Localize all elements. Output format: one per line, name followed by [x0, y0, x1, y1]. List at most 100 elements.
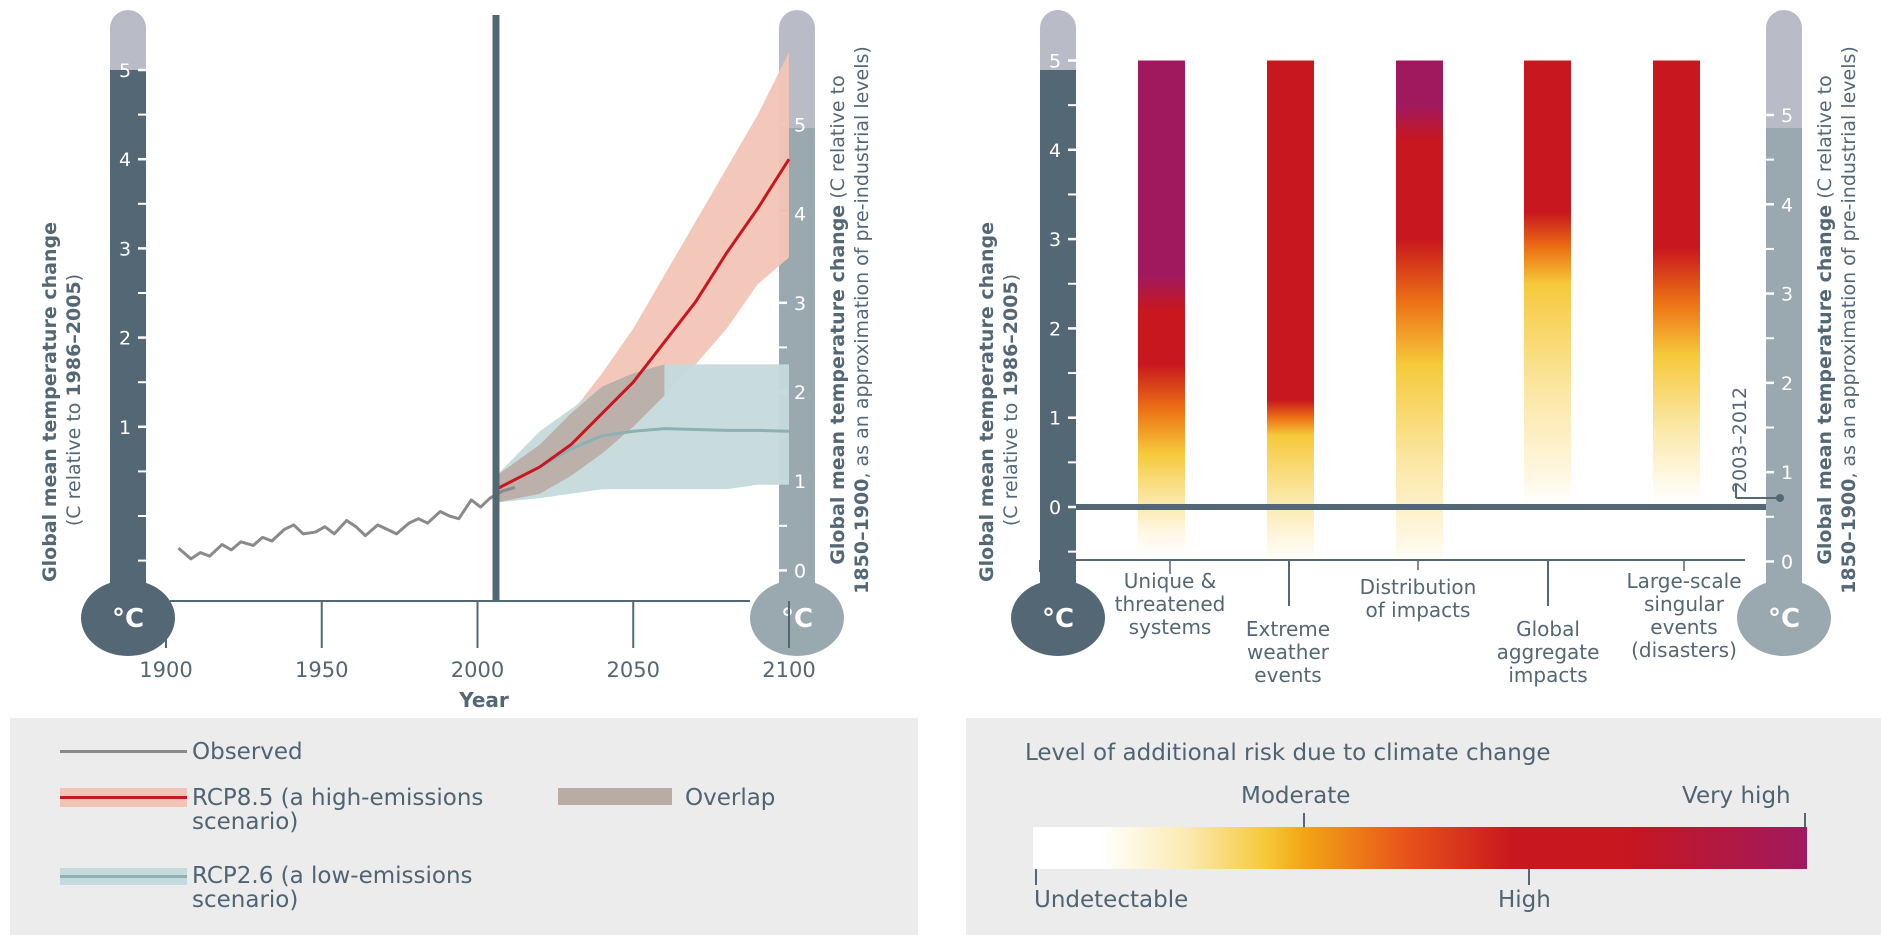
legend-observed: Observed [192, 739, 303, 765]
risk-column-3 [1396, 60, 1443, 566]
risk-left-thermometer-tick-label: 4 [1049, 140, 1061, 162]
right-thermometer-tick-label: 1 [794, 471, 806, 493]
risk-left-thermometer-unit-icon: °C [1042, 604, 1074, 634]
risk-right-y-label-line1-part: Global mean temperature change [1814, 205, 1836, 565]
left-thermometer-tick-label: 3 [119, 238, 131, 260]
left-y-label-line2-part: ) [63, 274, 85, 281]
risk-right-y-label-line2-part: 1850–1900 [1838, 479, 1860, 594]
rcp26-line [495, 427, 790, 491]
category-label-5: events [1650, 615, 1717, 639]
risk-legend-undetectable: Undetectable [1034, 887, 1189, 913]
left-y-label-line2: (C relative to 1986–2005) [63, 274, 85, 526]
legend-overlap: Overlap [685, 785, 776, 811]
risk-right-thermometer-body [1766, 128, 1802, 600]
category-label-4: aggregate [1497, 640, 1600, 664]
risk-right-y-label-line1: Global mean temperature change (C relati… [1814, 75, 1836, 564]
category-label-1: Unique & [1124, 569, 1217, 593]
risk-legend-title: Level of additional risk due to climate … [1025, 740, 1551, 766]
temperature-projection-plot [177, 15, 791, 602]
moderate-tick [1303, 813, 1305, 827]
risk-left-y-label-line2-part: (C relative to [1000, 397, 1022, 527]
risk-legend-panel: Level of additional risk due to climate … [966, 718, 1881, 935]
risk-right-thermometer-cap [1766, 10, 1802, 148]
category-label-5: singular [1644, 592, 1725, 616]
undetectable-tick [1035, 869, 1037, 885]
risk-column-5 [1653, 60, 1700, 503]
risk-column-4 [1524, 60, 1571, 503]
right-thermometer-tick-label: 2 [794, 382, 806, 404]
left-y-label-line2-part: 1986–2005 [63, 281, 85, 396]
overlap-swatch [558, 788, 672, 805]
left-thermometer-tick-label: 2 [119, 328, 131, 350]
rcp85-line [495, 158, 791, 491]
x-axis-label: Year [458, 688, 509, 712]
risk-left-thermometer-bulb [1011, 580, 1105, 656]
risk-left-y-label-line2: (C relative to 1986–2005) [1000, 274, 1022, 526]
period-label: 2003–2012 [1729, 387, 1751, 493]
x-tick-label: 1950 [295, 658, 348, 682]
note-marker [1776, 494, 1784, 502]
right-thermometer-tick-label: 3 [794, 293, 806, 315]
left-y-label-line1: Global mean temperature change [39, 222, 61, 582]
category-label-4: Global [1516, 617, 1580, 641]
risk-right-thermometer-tick-label: 2 [1781, 373, 1793, 395]
left-thermometer-tick-label: 1 [119, 417, 131, 439]
observed-swatch [60, 750, 187, 753]
left-thermometer-tick-label: 5 [119, 60, 131, 82]
risk-right-thermometer-tick-label: 1 [1781, 462, 1793, 484]
category-label-5: (disasters) [1631, 638, 1737, 662]
right-y-label-line2: 1850–1900, as an approximation of pre-in… [851, 46, 873, 594]
category-label-2: events [1254, 663, 1321, 687]
right-y-label-line1: Global mean temperature change (C relati… [827, 75, 849, 564]
category-label-4: impacts [1508, 663, 1587, 687]
risk-left-thermometer-tick-label: 5 [1049, 51, 1061, 73]
left-thermometer-unit-icon: °C [112, 604, 144, 634]
right-y-label-line2-part: , as an approximation of pre-industrial … [851, 46, 873, 478]
risk-column-1 [1138, 60, 1185, 557]
category-label-3: of impacts [1366, 598, 1471, 622]
rcp85-line-swatch [60, 796, 187, 799]
risk-right-thermometer-unit-icon: °C [1768, 604, 1800, 634]
risk-left-y-label-line2-part: ) [1000, 274, 1022, 281]
category-label-2: Extreme [1246, 617, 1330, 641]
category-label-2: weather [1247, 640, 1330, 664]
right-thermometer-tick-label: 5 [794, 114, 806, 136]
x-tick-label: 2050 [607, 658, 660, 682]
right-y-label-line1-part: (C relative to [827, 75, 849, 205]
legend-panel: Observed RCP8.5 (a high-emissions scenar… [10, 718, 918, 935]
risk-right-thermometer-bulb [1737, 580, 1831, 656]
category-label-1: systems [1129, 615, 1212, 639]
risk-left-thermometer-tick-label: 1 [1049, 408, 1061, 430]
risk-left-y-label-line1-part: Global mean temperature change [976, 222, 998, 582]
legend-rcp85-line1: RCP8.5 (a high-emissions [192, 785, 484, 811]
risk-right-y-label-line2: 1850–1900, as an approximation of pre-in… [1838, 46, 1860, 594]
left-thermometer-bulb [81, 580, 175, 656]
risk-legend-very-high: Very high [1682, 783, 1791, 809]
risk-column-2 [1267, 60, 1314, 566]
left-thermometer-tick-label: 4 [119, 149, 131, 171]
x-axis: 1900 1950 2000 2050 2100 [139, 600, 816, 682]
left-y-label-line2-part: (C relative to [63, 397, 85, 527]
x-tick-label: 2000 [451, 658, 504, 682]
risk-left-thermometer-body [1040, 70, 1076, 600]
risk-right-y-label-line1-part: (C relative to [1814, 75, 1836, 205]
category-label-3: Distribution [1360, 575, 1477, 599]
right-thermometer-tick-label: 4 [794, 204, 806, 226]
rcp26-line-swatch [60, 875, 187, 878]
right-thermometer-bulb [750, 580, 844, 656]
legend-rcp26-line2: scenario) [192, 887, 299, 913]
risk-left-y-label-line2-part: 1986–2005 [1000, 281, 1022, 396]
category-label-1: threatened [1115, 592, 1226, 616]
risk-right-thermometer-tick-label: 5 [1781, 105, 1793, 127]
legend-rcp26-line1: RCP2.6 (a low-emissions [192, 863, 473, 889]
right-thermometer-unit-icon: °C [781, 604, 813, 634]
very-high-tick [1804, 813, 1806, 827]
risk-legend-high: High [1498, 887, 1551, 913]
risk-right-thermometer-tick-label: 3 [1781, 284, 1793, 306]
risk-left-thermometer-tick-label: 3 [1049, 229, 1061, 251]
left-y-label-line1-part: Global mean temperature change [39, 222, 61, 582]
right-y-label-line2-part: 1850–1900 [851, 479, 873, 594]
y-axis-labels: Global mean temperature change (C relativ… [39, 46, 1860, 594]
